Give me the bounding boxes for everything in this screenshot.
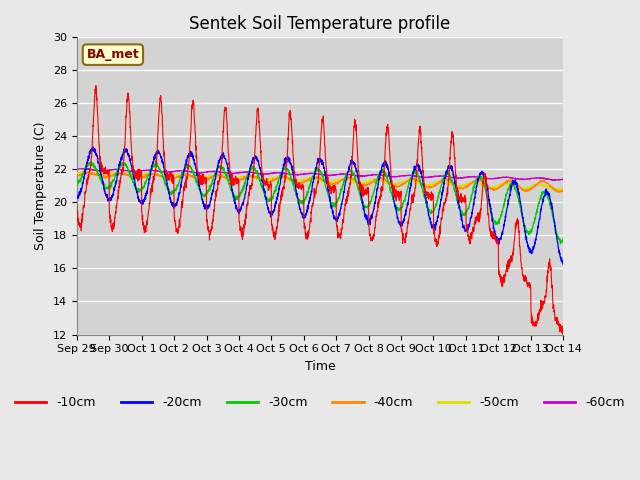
Line: -50cm: -50cm <box>77 171 563 190</box>
-60cm <box>344 171 352 177</box>
-50cm <box>530 182 538 188</box>
-30cm <box>557 241 564 247</box>
-60cm <box>559 177 567 182</box>
-20cm <box>559 261 567 267</box>
Line: -40cm: -40cm <box>77 172 563 192</box>
-40cm <box>209 173 216 179</box>
-60cm <box>530 176 538 181</box>
-20cm <box>90 144 97 150</box>
-60cm <box>209 168 216 174</box>
Legend: -10cm, -20cm, -30cm, -40cm, -50cm, -60cm: -10cm, -20cm, -30cm, -40cm, -50cm, -60cm <box>10 391 630 414</box>
-60cm <box>73 167 81 172</box>
-10cm <box>530 323 538 329</box>
-50cm <box>81 168 89 174</box>
-50cm <box>516 186 524 192</box>
-30cm <box>334 198 342 204</box>
-30cm <box>461 212 469 218</box>
-50cm <box>552 187 559 193</box>
-60cm <box>461 175 469 180</box>
-10cm <box>516 252 524 258</box>
-10cm <box>334 226 342 232</box>
-10cm <box>92 83 100 88</box>
-60cm <box>516 176 524 182</box>
-30cm <box>209 177 216 183</box>
-10cm <box>559 356 567 361</box>
-20cm <box>344 168 352 174</box>
-10cm <box>344 193 352 199</box>
-30cm <box>530 220 538 226</box>
Line: -10cm: -10cm <box>77 85 563 359</box>
-60cm <box>334 171 342 177</box>
-30cm <box>87 159 95 165</box>
-20cm <box>530 245 538 251</box>
Text: BA_met: BA_met <box>86 48 140 61</box>
-20cm <box>73 196 81 202</box>
-10cm <box>73 203 81 209</box>
-40cm <box>334 180 342 186</box>
Y-axis label: Soil Temperature (C): Soil Temperature (C) <box>35 121 47 250</box>
Title: Sentek Soil Temperature profile: Sentek Soil Temperature profile <box>189 15 451 33</box>
-50cm <box>344 177 352 183</box>
-40cm <box>559 187 567 193</box>
-50cm <box>73 170 81 176</box>
X-axis label: Time: Time <box>305 360 335 373</box>
Line: -20cm: -20cm <box>77 147 563 264</box>
-20cm <box>461 227 469 233</box>
Line: -30cm: -30cm <box>77 162 563 244</box>
-20cm <box>559 260 567 266</box>
-50cm <box>559 185 567 191</box>
-60cm <box>78 166 86 171</box>
-20cm <box>209 187 216 193</box>
-20cm <box>334 215 342 220</box>
-40cm <box>84 169 92 175</box>
-10cm <box>209 216 216 222</box>
-30cm <box>559 236 567 241</box>
-60cm <box>552 178 559 183</box>
-40cm <box>530 183 538 189</box>
-50cm <box>461 181 469 187</box>
-40cm <box>73 173 81 179</box>
-40cm <box>344 175 352 180</box>
-40cm <box>516 185 524 191</box>
-40cm <box>554 190 562 195</box>
Line: -60cm: -60cm <box>77 168 563 180</box>
-20cm <box>516 199 524 205</box>
-50cm <box>334 178 342 183</box>
-50cm <box>209 173 216 179</box>
-30cm <box>344 169 352 175</box>
-30cm <box>73 181 81 187</box>
-10cm <box>461 199 469 204</box>
-30cm <box>516 205 524 211</box>
-40cm <box>461 185 469 191</box>
